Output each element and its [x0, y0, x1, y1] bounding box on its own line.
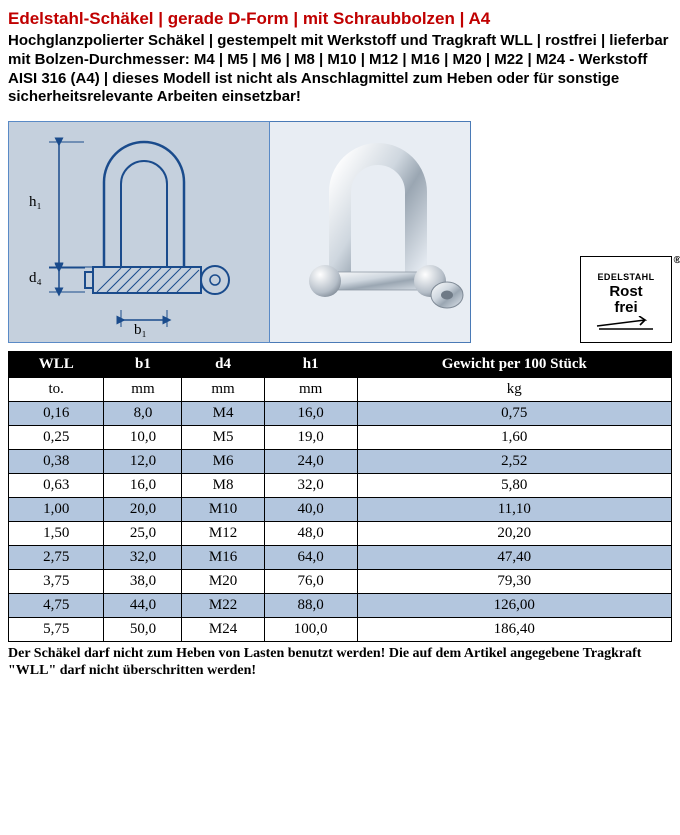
table-cell: 20,0 [104, 498, 182, 522]
table-cell: 126,00 [357, 594, 671, 618]
table-cell: 1,60 [357, 426, 671, 450]
table-cell: 4,75 [9, 594, 104, 618]
table-unit-cell: mm [264, 378, 357, 402]
table-cell: 25,0 [104, 522, 182, 546]
table-cell: 5,80 [357, 474, 671, 498]
table-unit-cell: to. [9, 378, 104, 402]
table-cell: 100,0 [264, 618, 357, 642]
table-cell: M16 [182, 546, 264, 570]
table-cell: 19,0 [264, 426, 357, 450]
registered-mark: ® [674, 255, 680, 266]
table-cell: 32,0 [264, 474, 357, 498]
table-cell: M20 [182, 570, 264, 594]
table-unit-cell: kg [357, 378, 671, 402]
table-cell: 20,20 [357, 522, 671, 546]
table-cell: 24,0 [264, 450, 357, 474]
table-header-row: WLL b1 d4 h1 Gewicht per 100 Stück [9, 352, 672, 378]
table-row: 0,2510,0M519,01,60 [9, 426, 672, 450]
badge-line2: frei [614, 299, 637, 316]
table-cell: 64,0 [264, 546, 357, 570]
table-row: 1,5025,0M1248,020,20 [9, 522, 672, 546]
spec-table: WLL b1 d4 h1 Gewicht per 100 Stück to.mm… [8, 351, 672, 642]
table-cell: M24 [182, 618, 264, 642]
dim-b1: b₁ [134, 322, 147, 339]
table-cell: 2,52 [357, 450, 671, 474]
dim-h1: h₁ [29, 194, 42, 211]
table-cell: M22 [182, 594, 264, 618]
col-b1: b1 [104, 352, 182, 378]
images-row: h₁ d₄ b₁ [8, 121, 672, 343]
table-row: 0,3812,0M624,02,52 [9, 450, 672, 474]
table-cell: 5,75 [9, 618, 104, 642]
table-cell: 8,0 [104, 402, 182, 426]
table-cell: 48,0 [264, 522, 357, 546]
table-cell: M5 [182, 426, 264, 450]
table-cell: M10 [182, 498, 264, 522]
footnote: Der Schäkel darf nicht zum Heben von Las… [8, 646, 672, 680]
table-cell: 11,10 [357, 498, 671, 522]
col-wll: WLL [9, 352, 104, 378]
table-cell: 40,0 [264, 498, 357, 522]
product-photo [270, 121, 471, 343]
table-units-row: to.mmmmmmkg [9, 378, 672, 402]
table-row: 1,0020,0M1040,011,10 [9, 498, 672, 522]
table-cell: 0,75 [357, 402, 671, 426]
table-cell: 186,40 [357, 618, 671, 642]
table-cell: 32,0 [104, 546, 182, 570]
table-row: 0,6316,0M832,05,80 [9, 474, 672, 498]
shackle-diagram-svg [9, 122, 269, 342]
col-weight: Gewicht per 100 Stück [357, 352, 671, 378]
table-unit-cell: mm [104, 378, 182, 402]
table-cell: 38,0 [104, 570, 182, 594]
table-cell: 44,0 [104, 594, 182, 618]
table-row: 0,168,0M416,00,75 [9, 402, 672, 426]
table-cell: 1,50 [9, 522, 104, 546]
table-row: 5,7550,0M24100,0186,40 [9, 618, 672, 642]
table-row: 4,7544,0M2288,0126,00 [9, 594, 672, 618]
table-cell: 16,0 [264, 402, 357, 426]
table-row: 2,7532,0M1664,047,40 [9, 546, 672, 570]
table-cell: 47,40 [357, 546, 671, 570]
table-unit-cell: mm [182, 378, 264, 402]
rostfrei-badge: ® EDELSTAHL Rost frei [580, 256, 672, 343]
table-cell: 79,30 [357, 570, 671, 594]
table-cell: 88,0 [264, 594, 357, 618]
table-cell: 2,75 [9, 546, 104, 570]
badge-underline-icon [595, 316, 657, 330]
shackle-photo-svg [270, 122, 470, 342]
technical-diagram: h₁ d₄ b₁ [8, 121, 270, 343]
table-cell: M12 [182, 522, 264, 546]
col-d4: d4 [182, 352, 264, 378]
page-description: Hochglanzpolierter Schäkel | gestempelt … [8, 32, 672, 107]
table-cell: M4 [182, 402, 264, 426]
table-cell: 1,00 [9, 498, 104, 522]
dim-d4: d₄ [29, 270, 42, 287]
table-cell: 76,0 [264, 570, 357, 594]
table-cell: 0,38 [9, 450, 104, 474]
badge-top: EDELSTAHL [598, 272, 655, 282]
table-body: to.mmmmmmkg0,168,0M416,00,750,2510,0M519… [9, 378, 672, 642]
col-h1: h1 [264, 352, 357, 378]
table-cell: 0,25 [9, 426, 104, 450]
page-title: Edelstahl-Schäkel | gerade D-Form | mit … [8, 8, 672, 30]
table-cell: 16,0 [104, 474, 182, 498]
table-cell: 12,0 [104, 450, 182, 474]
table-row: 3,7538,0M2076,079,30 [9, 570, 672, 594]
table-cell: M6 [182, 450, 264, 474]
table-cell: 3,75 [9, 570, 104, 594]
table-cell: 0,16 [9, 402, 104, 426]
table-cell: M8 [182, 474, 264, 498]
table-cell: 10,0 [104, 426, 182, 450]
table-cell: 0,63 [9, 474, 104, 498]
table-cell: 50,0 [104, 618, 182, 642]
badge-line1: Rost [609, 283, 642, 300]
